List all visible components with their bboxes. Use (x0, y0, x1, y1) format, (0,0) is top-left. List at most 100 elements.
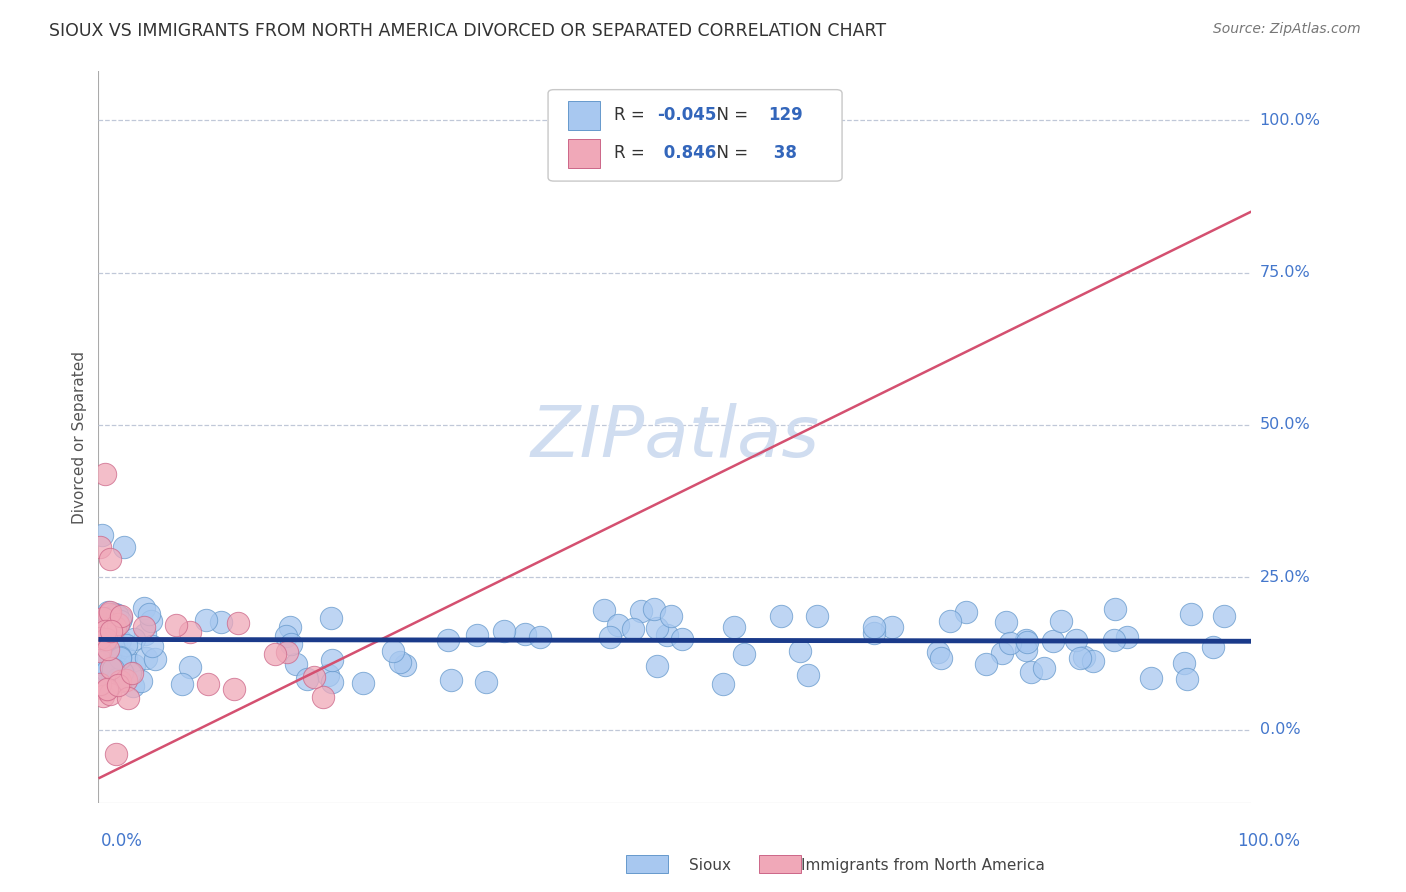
Bar (759, 855, 801, 873)
Point (94, 624, 117, 639)
Point (1050, 614, 1073, 628)
Point (170, 677, 193, 691)
Text: -0.045: -0.045 (658, 106, 717, 124)
Point (1102, 632, 1125, 647)
Point (723, 620, 745, 634)
Point (122, 658, 145, 673)
Point (529, 630, 551, 644)
Point (179, 625, 201, 640)
Point (645, 621, 668, 635)
Point (1212, 609, 1234, 624)
Point (110, 608, 132, 623)
Point (194, 613, 217, 627)
Point (1042, 634, 1064, 648)
Point (110, 633, 132, 648)
Point (93, 677, 115, 691)
Point (1015, 632, 1038, 647)
Point (107, 661, 129, 675)
Point (94, 682, 117, 697)
Point (111, 665, 134, 679)
Point (492, 624, 515, 638)
Point (733, 647, 755, 661)
Text: 0.0%: 0.0% (1260, 723, 1301, 737)
Text: N =: N = (706, 106, 754, 124)
Point (437, 632, 460, 647)
Point (91, 655, 114, 669)
Text: Source: ZipAtlas.com: Source: ZipAtlas.com (1213, 22, 1361, 37)
Point (179, 660, 201, 674)
Point (98, 647, 121, 661)
Point (91, 678, 114, 692)
Point (994, 615, 1017, 629)
Point (97, 642, 120, 657)
Point (104, 747, 127, 761)
Point (117, 691, 139, 706)
Point (974, 657, 997, 671)
Point (1073, 649, 1095, 664)
Point (1015, 635, 1038, 649)
Point (96, 664, 118, 678)
Point (1175, 672, 1198, 686)
Text: Sioux: Sioux (689, 858, 731, 872)
Point (143, 652, 166, 666)
Point (104, 607, 127, 621)
Bar (568, 138, 600, 168)
Point (278, 620, 301, 634)
Text: N =: N = (706, 145, 754, 162)
Point (134, 627, 156, 641)
Point (1115, 630, 1137, 644)
Point (592, 603, 614, 617)
Point (929, 650, 952, 665)
Point (789, 644, 811, 658)
Point (91, 626, 114, 640)
Text: 100.0%: 100.0% (1237, 832, 1301, 850)
Point (97, 619, 120, 633)
Point (107, 654, 129, 668)
Point (209, 615, 232, 630)
Point (645, 659, 668, 673)
Point (122, 679, 145, 693)
Point (388, 656, 411, 670)
Point (1173, 656, 1195, 670)
Point (276, 645, 298, 659)
Point (101, 667, 124, 681)
Point (100, 661, 122, 675)
Text: 50.0%: 50.0% (1260, 417, 1310, 433)
Point (138, 607, 160, 622)
Text: 100.0%: 100.0% (1260, 112, 1320, 128)
Point (939, 615, 962, 629)
Point (107, 672, 129, 686)
Point (1015, 643, 1038, 657)
Text: R =: R = (614, 145, 650, 162)
Point (513, 626, 536, 640)
Point (121, 666, 143, 681)
Point (96, 682, 118, 697)
Point (114, 669, 136, 683)
Text: 129: 129 (768, 106, 803, 124)
Text: 0.846: 0.846 (658, 145, 716, 162)
Point (122, 632, 145, 646)
Point (1201, 640, 1223, 655)
Point (226, 615, 249, 630)
Point (108, 615, 131, 629)
Point (98, 658, 121, 673)
Point (671, 632, 693, 647)
Point (599, 630, 621, 644)
Point (465, 628, 488, 642)
Point (89, 644, 111, 658)
Point (769, 609, 792, 624)
Point (222, 682, 245, 697)
Point (96, 606, 118, 620)
Point (105, 607, 128, 622)
Point (276, 629, 298, 643)
Point (352, 675, 374, 690)
Y-axis label: Divorced or Separated: Divorced or Separated (72, 351, 87, 524)
Point (806, 609, 828, 624)
Bar (626, 855, 668, 873)
Point (89, 540, 111, 554)
Point (107, 616, 129, 631)
Point (955, 605, 977, 619)
Point (319, 610, 342, 624)
Point (96, 643, 118, 657)
Text: SIOUX VS IMMIGRANTS FROM NORTH AMERICA DIVORCED OR SEPARATED CORRELATION CHART: SIOUX VS IMMIGRANTS FROM NORTH AMERICA D… (49, 22, 886, 40)
